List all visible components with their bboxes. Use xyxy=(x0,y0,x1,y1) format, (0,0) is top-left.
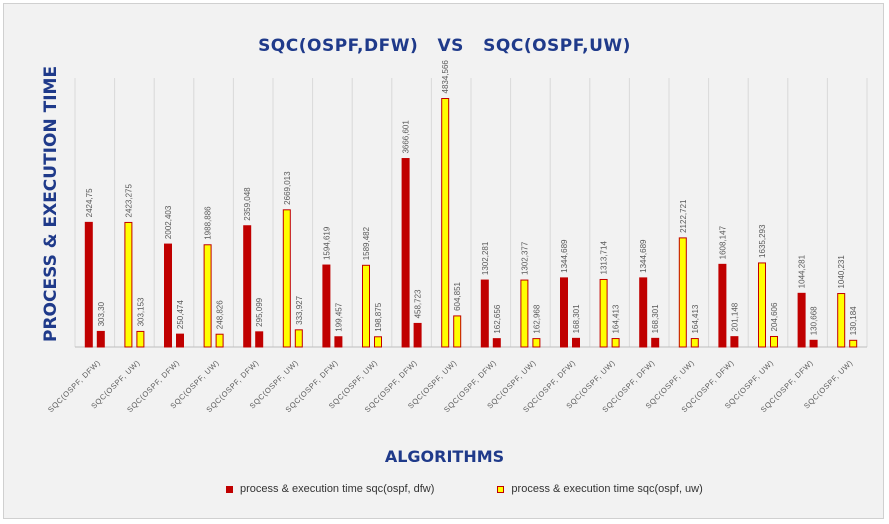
bar xyxy=(572,337,580,348)
bar xyxy=(849,339,858,348)
data-label: 1589,482 xyxy=(362,226,371,260)
data-label: 201,148 xyxy=(730,302,739,331)
bar xyxy=(203,244,212,348)
bar xyxy=(639,277,648,348)
data-label: 168,301 xyxy=(572,304,581,333)
data-label: 604,851 xyxy=(453,281,462,310)
bar xyxy=(164,243,172,348)
bar xyxy=(334,336,343,348)
data-label: 164,413 xyxy=(612,304,621,333)
bar xyxy=(492,338,501,348)
data-label: 250,474 xyxy=(176,300,185,329)
bar xyxy=(611,338,620,348)
data-label: 130,184 xyxy=(849,306,858,335)
bar xyxy=(599,278,608,348)
bar xyxy=(215,333,224,348)
bar xyxy=(362,264,370,348)
data-label: 1988,886 xyxy=(204,206,213,240)
bar xyxy=(282,209,291,348)
data-label: 2122,721 xyxy=(679,199,688,233)
data-label: 1040,231 xyxy=(837,255,846,289)
bar xyxy=(690,338,699,348)
bar xyxy=(560,277,568,348)
data-label: 168,301 xyxy=(651,304,660,333)
data-label: 303,153 xyxy=(136,297,145,326)
bar xyxy=(480,279,489,348)
bar xyxy=(797,292,806,348)
x-axis-title: ALGORITHMS xyxy=(384,447,505,466)
data-label: 1608,147 xyxy=(718,225,727,259)
bar xyxy=(255,331,264,348)
data-label: 2002,403 xyxy=(164,205,173,239)
bar xyxy=(84,221,93,348)
bar xyxy=(176,333,184,348)
data-label: 295,099 xyxy=(255,297,264,326)
data-label: 130,668 xyxy=(810,306,819,335)
data-label: 1302,377 xyxy=(520,241,529,275)
data-label: 1344,689 xyxy=(639,239,648,273)
bar xyxy=(837,293,846,348)
data-label: 1344,689 xyxy=(560,239,569,273)
data-label: 2669,013 xyxy=(283,171,292,205)
bar xyxy=(294,329,303,348)
data-label: 2424,75 xyxy=(85,188,94,217)
bar xyxy=(520,279,529,348)
data-label: 4834,566 xyxy=(441,60,450,94)
data-label: 333,927 xyxy=(295,295,304,324)
data-label: 2359,048 xyxy=(243,187,252,221)
bar xyxy=(136,330,145,348)
legend: process & execution time sqc(ospf, dfw) … xyxy=(226,481,766,497)
bar xyxy=(124,221,133,348)
bar xyxy=(758,262,766,348)
data-label: 303,30 xyxy=(97,301,106,326)
bar xyxy=(441,98,450,348)
bar xyxy=(651,337,660,348)
bar xyxy=(322,264,331,348)
data-label: 248,826 xyxy=(216,300,225,329)
bar xyxy=(413,322,422,348)
legend-label-dfw: process & execution time sqc(ospf, dfw) xyxy=(240,483,435,495)
data-label: 1313,714 xyxy=(600,241,609,275)
data-label: 1302,281 xyxy=(481,241,490,275)
legend-swatch-dfw xyxy=(226,485,233,493)
data-label: 1044,281 xyxy=(798,254,807,288)
bar xyxy=(809,339,818,348)
data-label: 162,968 xyxy=(532,304,541,333)
legend-item-dfw: process & execution time sqc(ospf, dfw) xyxy=(226,483,434,495)
data-label: 1594,619 xyxy=(322,226,331,260)
bar xyxy=(96,330,105,348)
bar xyxy=(718,263,727,348)
bar xyxy=(770,335,778,348)
data-label: 2423,275 xyxy=(124,184,133,218)
bar xyxy=(401,158,410,348)
bar xyxy=(532,338,541,348)
data-label: 162,656 xyxy=(493,304,502,333)
bar xyxy=(374,336,382,348)
data-label: 204,606 xyxy=(770,302,779,331)
data-label: 164,413 xyxy=(691,304,700,333)
bar xyxy=(730,336,739,348)
data-label: 1635,293 xyxy=(758,224,767,258)
bar xyxy=(453,315,462,348)
legend-label-uw: process & execution time sqc(ospf, uw) xyxy=(511,483,703,495)
bar xyxy=(678,237,687,348)
data-label: 3666,601 xyxy=(402,120,411,154)
data-label: 198,875 xyxy=(374,302,383,331)
chart-title: SQC(OSPF,DFW) VS SQC(OSPF,UW) xyxy=(258,36,631,56)
data-label: 199,457 xyxy=(334,302,343,331)
data-label: 458,723 xyxy=(414,289,423,318)
bar xyxy=(243,225,252,348)
legend-swatch-uw xyxy=(497,485,505,493)
legend-item-uw: process & execution time sqc(ospf, uw) xyxy=(497,483,703,495)
